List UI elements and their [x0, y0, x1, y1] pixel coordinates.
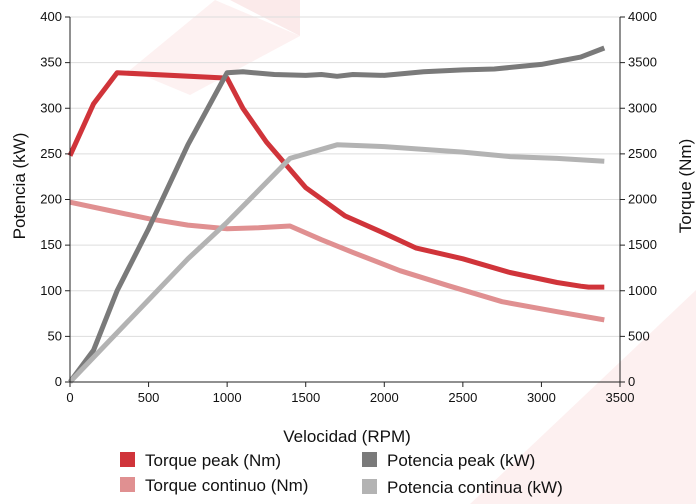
y-left-tick-label: 0 — [55, 374, 62, 389]
legend-swatch — [120, 452, 135, 467]
series-line-0 — [67, 70, 605, 290]
y-right-axis-title: Torque (Nm) — [676, 139, 695, 233]
y-left-tick-label: 300 — [40, 100, 62, 115]
x-tick-label: 2000 — [370, 390, 399, 405]
x-tick-label: 3500 — [606, 390, 635, 405]
y-right-tick-label: 2500 — [628, 146, 657, 161]
legend-swatch — [362, 479, 377, 494]
gridlines — [70, 16, 620, 337]
axes — [65, 16, 625, 387]
legend-label: Potencia continua (kW) — [387, 478, 563, 497]
y-right-tick-label: 1000 — [628, 283, 657, 298]
y-right-tick-label: 4000 — [628, 9, 657, 24]
y-left-tick-label: 350 — [40, 55, 62, 70]
y-left-tick-label: 400 — [40, 9, 62, 24]
y-left-axis-title: Potencia (kW) — [10, 133, 29, 240]
y-left-tick-label: 150 — [40, 237, 62, 252]
y-left-tick-label: 200 — [40, 192, 62, 207]
y-left-tick-label: 250 — [40, 146, 62, 161]
x-tick-label: 1000 — [213, 390, 242, 405]
legend: Torque peak (Nm) Torque continuo (Nm) Pote… — [120, 451, 563, 497]
legend-swatch — [120, 477, 135, 492]
legend-label: Potencia peak (kW) — [387, 451, 535, 470]
y-right-tick-label: 3500 — [628, 55, 657, 70]
series-line-3 — [68, 142, 605, 384]
y-right-tick-label: 3000 — [628, 100, 657, 115]
y-right-tick-label: 0 — [628, 374, 635, 389]
legend-swatch — [362, 452, 377, 467]
y-right-tick-label: 500 — [628, 328, 650, 343]
x-tick-label: 2500 — [448, 390, 477, 405]
series-line-2 — [67, 45, 606, 384]
x-axis-title: Velocidad (RPM) — [283, 427, 411, 446]
background-decoration — [130, 0, 696, 504]
y-left-tick-label: 50 — [48, 328, 62, 343]
x-tick-label: 1500 — [291, 390, 320, 405]
x-tick-label: 500 — [138, 390, 160, 405]
y-right-tick-label: 2000 — [628, 192, 657, 207]
y-left-tick-label: 100 — [40, 283, 62, 298]
legend-label: Torque peak (Nm) — [145, 451, 281, 470]
y-right-tick-label: 1500 — [628, 237, 657, 252]
legend-label: Torque continuo (Nm) — [145, 476, 308, 495]
x-tick-label: 3000 — [527, 390, 556, 405]
x-tick-label: 0 — [66, 390, 73, 405]
series-lines — [67, 45, 606, 384]
